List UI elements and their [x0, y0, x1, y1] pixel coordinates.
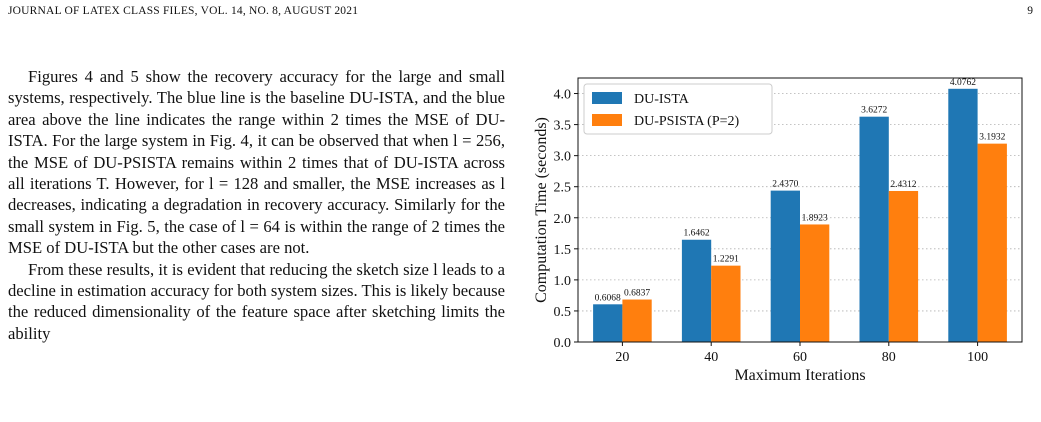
y-tick-label: 1.0 [554, 274, 572, 289]
data-label: 1.6462 [683, 229, 709, 239]
x-tick-label: 20 [615, 350, 629, 365]
y-axis-label: Computation Time (seconds) [533, 117, 550, 303]
x-tick-label: 100 [967, 350, 988, 365]
y-tick-label: 3.0 [554, 150, 572, 165]
data-label: 0.6068 [595, 293, 621, 303]
x-tick-label: 80 [882, 350, 896, 365]
y-tick-label: 1.5 [554, 243, 572, 258]
y-tick-label: 0.5 [554, 305, 572, 320]
bar [977, 143, 1007, 342]
y-tick-label: 3.5 [554, 119, 572, 134]
page-number: 9 [1027, 5, 1033, 17]
figure-bar-chart: 0.0 0.5 1.0 1.5 2.0 2.5 3.0 3.5 4.0 20 0.6068 0.683… [530, 72, 1035, 390]
legend-box [583, 83, 773, 135]
legend-label: DU-ISTA [634, 92, 690, 107]
bar [711, 265, 741, 342]
data-label: 2.4370 [772, 180, 798, 190]
bar [800, 224, 830, 342]
x-axis-label: Maximum Iterations [734, 367, 865, 384]
data-label: 3.1932 [979, 133, 1005, 143]
x-tick-label: 40 [704, 350, 718, 365]
x-tick-label: 60 [793, 350, 807, 365]
bar [770, 190, 800, 342]
paragraph-2: From these results, it is evident that r… [8, 259, 505, 343]
bar [888, 190, 919, 342]
bar [593, 304, 623, 342]
bar [859, 116, 889, 342]
y-tick-label: 0.0 [554, 336, 572, 351]
running-header: JOURNAL OF LATEX CLASS FILES, VOL. 14, N… [8, 5, 359, 17]
data-label: 1.8923 [802, 213, 828, 223]
data-label: 3.6272 [861, 106, 887, 116]
data-label: 4.0762 [950, 78, 976, 88]
y-tick-label: 4.0 [554, 88, 572, 103]
data-label: 0.6837 [624, 289, 650, 299]
paragraph-1: Figures 4 and 5 show the recovery accura… [8, 67, 505, 258]
data-label: 1.2291 [713, 255, 739, 265]
plot-frame [577, 77, 1023, 343]
bar [622, 299, 652, 342]
y-tick-label: 2.0 [554, 212, 572, 227]
bar [948, 88, 978, 342]
data-label: 2.4312 [890, 180, 916, 190]
chart-svg: 0.0 0.5 1.0 1.5 2.0 2.5 3.0 3.5 4.0 20 0.6068 0.683… [533, 77, 1023, 384]
body-text: Figures 4 and 5 show the recovery accura… [8, 66, 505, 344]
y-tick-label: 2.5 [554, 181, 572, 196]
legend-swatch [592, 92, 622, 104]
bar [681, 239, 712, 342]
legend-label: DU-PSISTA (P=2) [634, 114, 740, 129]
legend-swatch [592, 114, 622, 126]
